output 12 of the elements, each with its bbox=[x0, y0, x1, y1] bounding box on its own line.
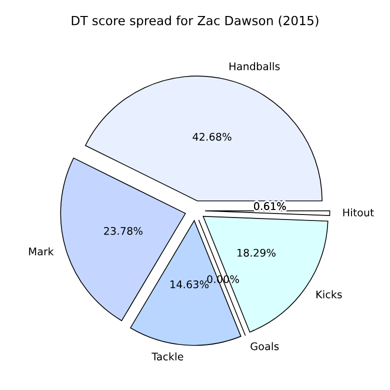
data-label: 18.29% bbox=[238, 248, 276, 257]
category-label: Goals bbox=[250, 342, 279, 350]
slice-label: Handballs bbox=[230, 62, 280, 70]
data-label: 0.61% bbox=[254, 202, 286, 210]
slice-label: Mark bbox=[29, 247, 54, 256]
chart-title: DT score spread for Zac Dawson (2015) bbox=[72, 16, 318, 28]
slice-label: Kicks bbox=[316, 290, 342, 298]
slice-label: Hitout bbox=[343, 208, 374, 216]
data-label: 42.68% bbox=[192, 132, 232, 141]
data-label: 23.78% bbox=[104, 226, 142, 235]
slice-label: Tackle bbox=[152, 352, 184, 360]
data-label: 14.63% bbox=[170, 280, 209, 288]
